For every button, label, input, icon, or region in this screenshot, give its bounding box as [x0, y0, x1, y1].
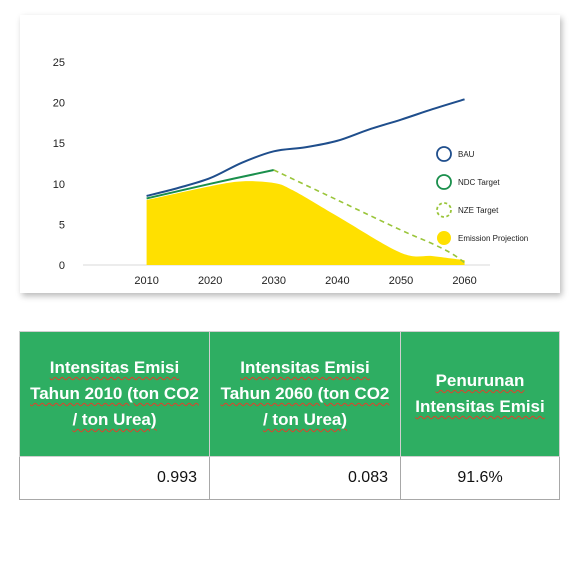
- legend-label-bau: BAU: [458, 150, 475, 159]
- y-tick-label: 20: [53, 98, 65, 110]
- legend-marker-nze-target: [436, 202, 452, 218]
- legend-marker-bau: [436, 146, 452, 162]
- y-tick-label: 15: [53, 138, 65, 150]
- y-tick-label: 5: [59, 219, 65, 231]
- value-intensity-2060: 0.083: [209, 456, 401, 500]
- x-tick-label: 2040: [325, 275, 349, 287]
- emission-projection-area: [146, 181, 465, 265]
- table-header-row: Intensitas Emisi Tahun 2010 (ton CO2 / t…: [19, 331, 560, 457]
- legend-label-ndc-target: NDC Target: [458, 178, 500, 187]
- table-row: 0.993 0.083 91.6%: [19, 456, 560, 500]
- x-tick-label: 2010: [134, 275, 158, 287]
- x-tick-label: 2020: [198, 275, 222, 287]
- header-intensity-2010: Intensitas Emisi Tahun 2010 (ton CO2 / t…: [19, 331, 210, 457]
- y-tick-label: 10: [53, 179, 65, 191]
- legend-marker-emission-projection: [437, 231, 451, 245]
- legend-label-nze-target: NZE Target: [458, 206, 499, 215]
- header-intensity-reduction: Penurunan Intensitas Emisi: [400, 331, 560, 457]
- x-tick-label: 2060: [452, 275, 476, 287]
- header-intensity-2060: Intensitas Emisi Tahun 2060 (ton CO2 / t…: [209, 331, 401, 457]
- legend-marker-ndc-target: [436, 174, 452, 190]
- value-intensity-2010: 0.993: [19, 456, 210, 500]
- emission-intensity-table: Intensitas Emisi Tahun 2010 (ton CO2 / t…: [19, 331, 560, 500]
- emission-chart: 0 5 10 15 20 25 2010 2020 2030 2040 2050 2060 BAU NDC…: [53, 57, 529, 287]
- bau-line: [146, 98, 465, 197]
- ndc-target-line: [146, 169, 274, 200]
- x-tick-label: 2050: [389, 275, 413, 287]
- nze-target-line: [273, 169, 466, 264]
- y-tick-label: 0: [59, 260, 65, 272]
- y-tick-label: 25: [53, 57, 65, 69]
- value-intensity-reduction: 91.6%: [400, 456, 560, 500]
- legend-label-emission-projection: Emission Projection: [458, 234, 528, 243]
- emission-chart-card: 0 5 10 15 20 25 2010 2020 2030 2040 2050 2060 BAU NDC…: [20, 15, 560, 293]
- x-tick-label: 2030: [262, 275, 286, 287]
